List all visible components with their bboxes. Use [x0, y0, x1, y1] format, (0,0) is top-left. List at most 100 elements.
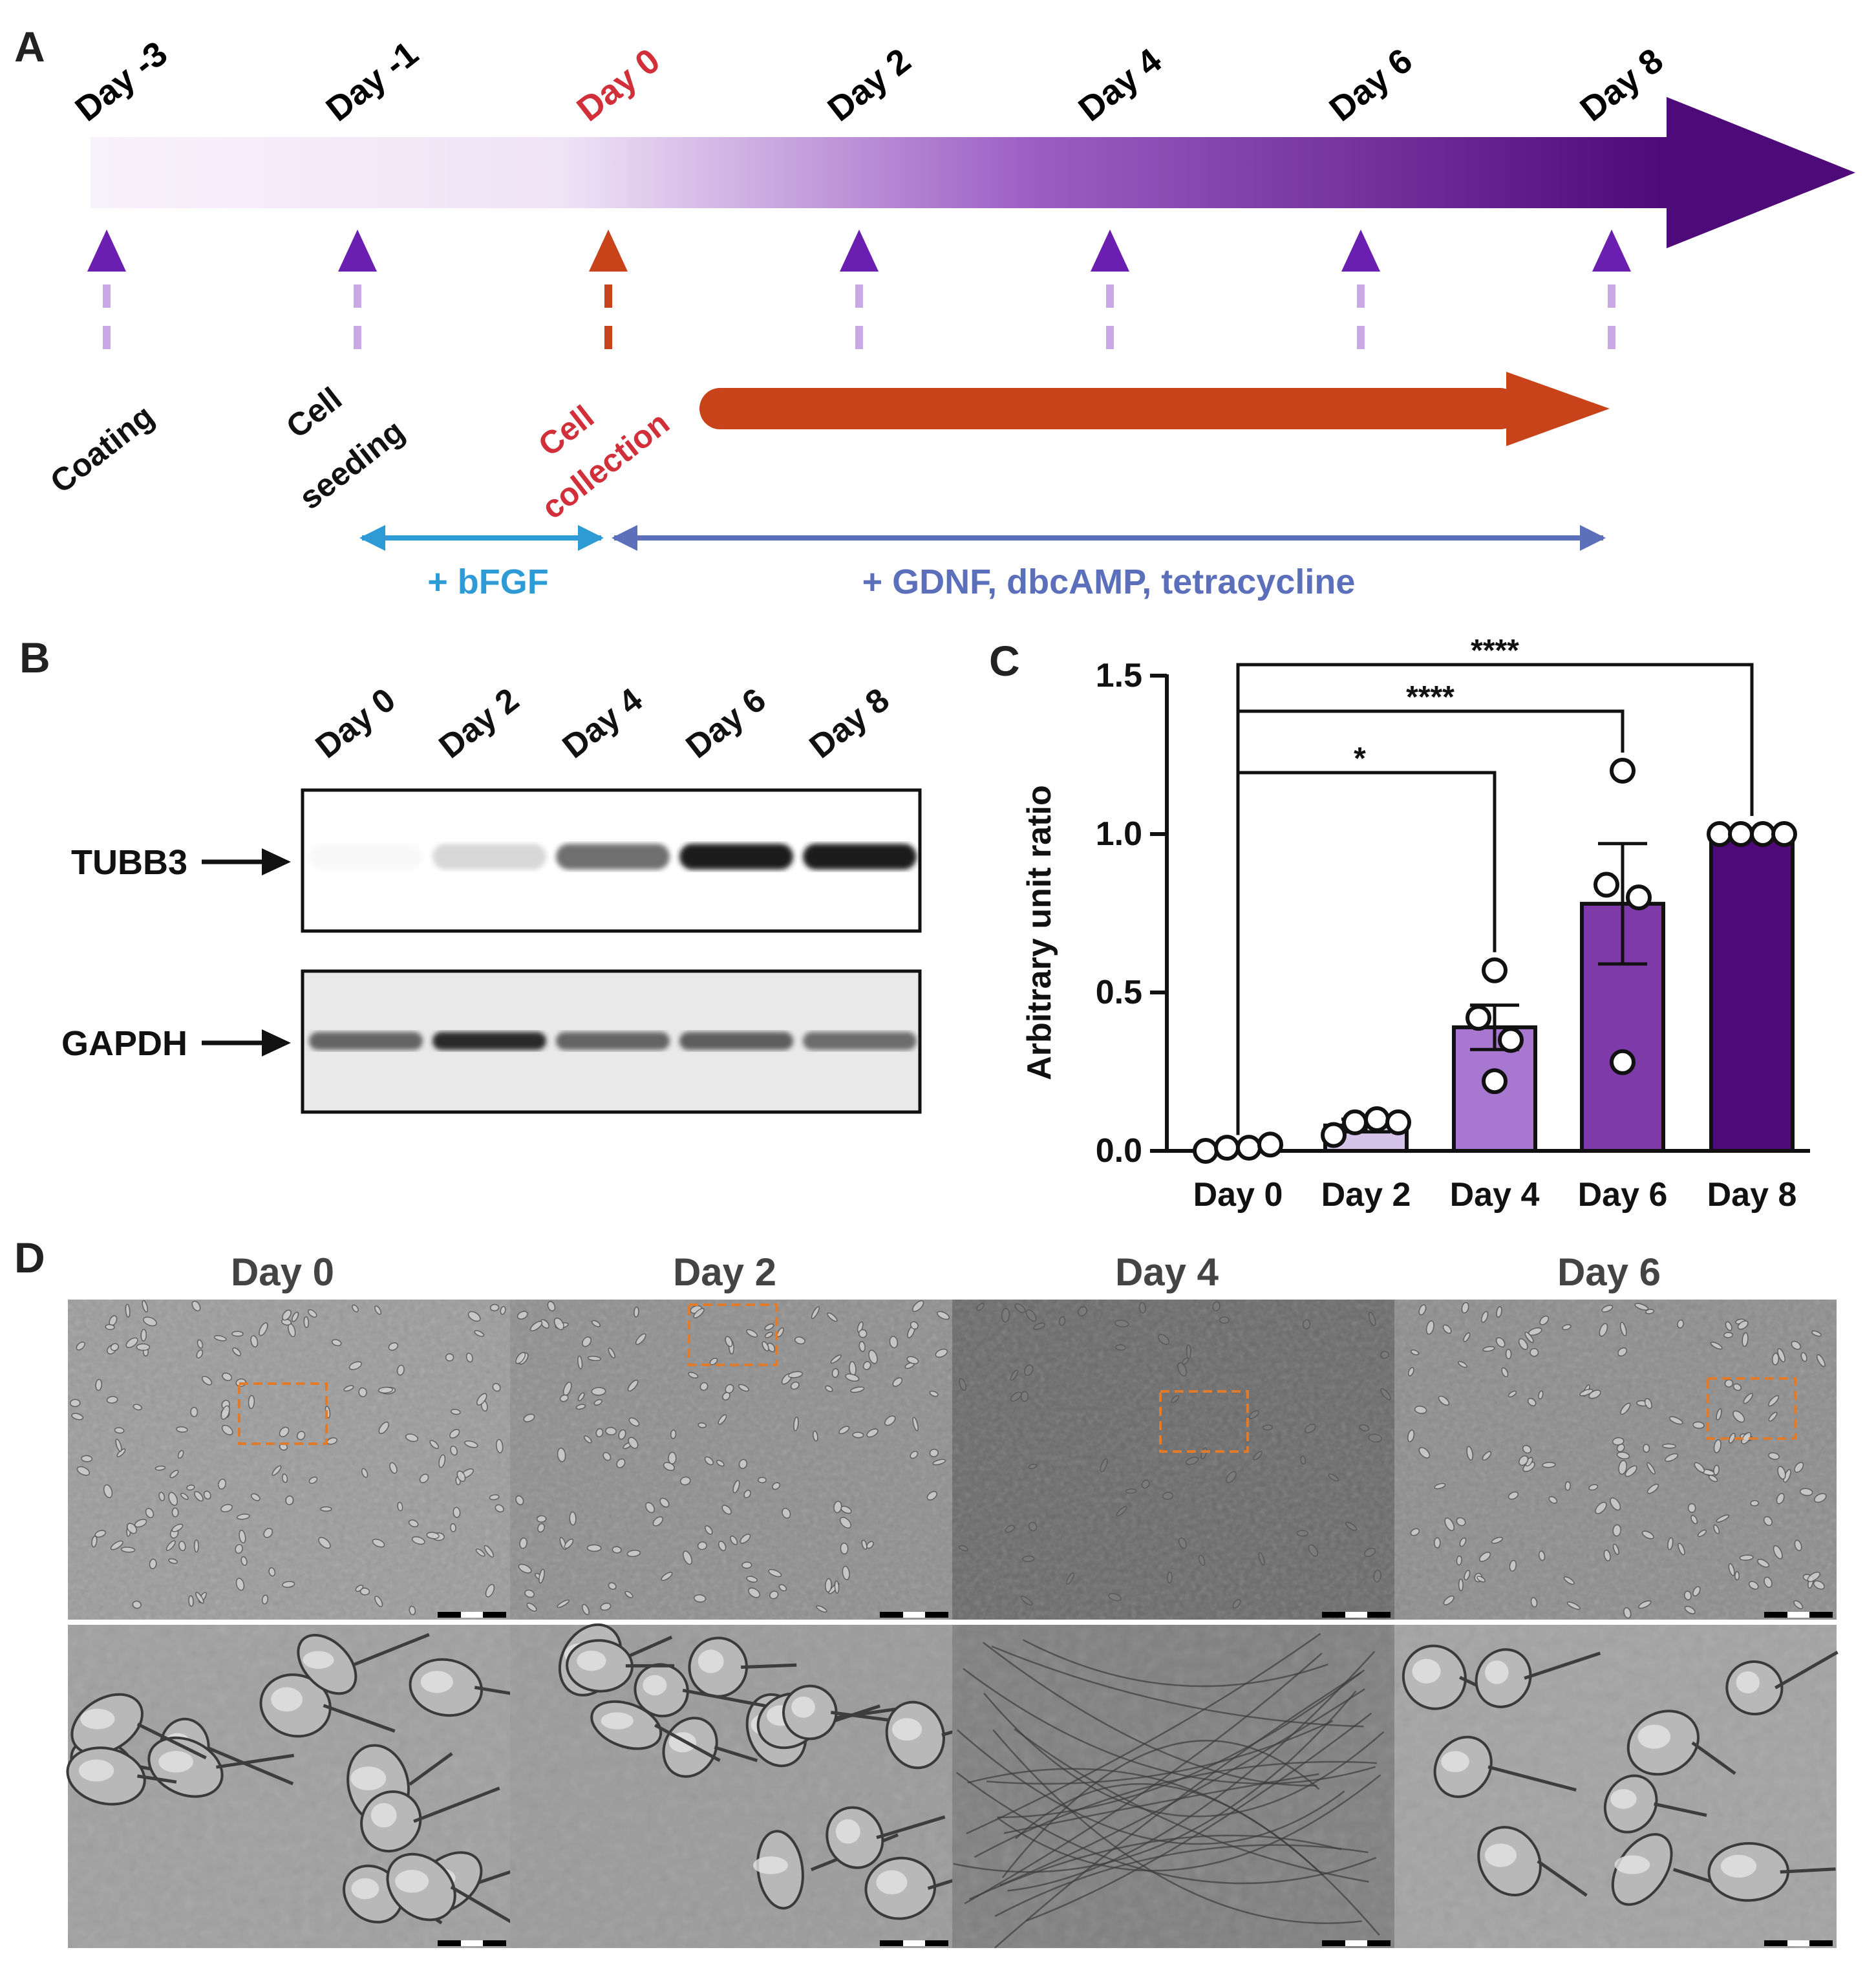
data-point — [1498, 1027, 1524, 1053]
timeline-day-label: Day -1 — [319, 34, 425, 129]
tubb3-arrow — [202, 848, 291, 875]
micrograph-zoom — [952, 1625, 1394, 1949]
treatment-differentiation: + GDNF, dbcAMP, tetracycline — [862, 563, 1356, 601]
micrograph-zoom — [66, 1625, 560, 1948]
x-tick-label: Day 2 — [1321, 1176, 1411, 1214]
micrograph-overview — [68, 1300, 510, 1620]
gapdh-band — [556, 1032, 670, 1050]
timeline-day-labels: Day -3 Day -1 Day 0 Day 2 Day 4 Day 6 Day 8 — [68, 34, 1670, 129]
data-point — [1594, 872, 1619, 898]
wb-lane-label: Day 4 — [556, 681, 650, 766]
x-tick-label: Day 6 — [1578, 1176, 1668, 1214]
event-labels: Coating Cell seeding Cell collection — [43, 380, 676, 526]
micrograph-overview — [952, 1300, 1394, 1620]
tubb3-band — [309, 844, 423, 870]
data-point — [1214, 1135, 1240, 1161]
significance-label: * — [1354, 742, 1366, 776]
tubb3-band — [556, 844, 670, 870]
timeline-marker — [589, 230, 628, 365]
protein-label-gapdh: GAPDH — [61, 1024, 187, 1063]
panel-label-a: A — [14, 23, 45, 70]
timeline-marker — [1592, 230, 1631, 365]
wb-lane-label: Day 6 — [679, 681, 773, 766]
inset-region-box — [1159, 1390, 1249, 1453]
wb-lane-label: Day 0 — [309, 681, 403, 766]
wb-lane-label: Day 2 — [432, 681, 526, 766]
data-point — [1707, 821, 1732, 847]
micrograph-column-label: Day 6 — [1557, 1250, 1661, 1294]
micrograph-column-label: Day 4 — [1115, 1250, 1219, 1294]
bar — [1709, 832, 1795, 1153]
gapdh-band — [803, 1032, 917, 1050]
timeline-marker — [338, 230, 377, 365]
data-point — [1193, 1138, 1219, 1164]
timeline-day-label: Day -3 — [68, 34, 175, 129]
y-tick-label: 1.5 — [1096, 657, 1142, 694]
y-tick-label: 0.5 — [1096, 974, 1142, 1011]
significance-bracket: * — [1236, 742, 1497, 952]
panel-label-d: D — [14, 1234, 45, 1281]
protein-label-tubb3: TUBB3 — [71, 843, 187, 882]
treatment-bar — [699, 372, 1610, 446]
tubb3-band — [679, 844, 793, 870]
tubb3-band — [432, 844, 546, 870]
micrograph-overview — [510, 1300, 952, 1620]
inset-region-box — [1707, 1377, 1796, 1440]
data-point — [1610, 758, 1636, 784]
micrograph-zoom — [1394, 1625, 1839, 1948]
timeline-marker — [1341, 230, 1380, 365]
y-axis-label: Arbitrary unit ratio — [1021, 785, 1058, 1080]
tubb3-band — [803, 844, 917, 870]
timeline-marker — [840, 230, 879, 365]
timeline-day-label: Day 0 — [570, 41, 666, 129]
micrograph-grid: Day 0 Day 2 Day 4 Day 6 — [66, 1250, 1839, 1949]
timeline-marker — [87, 230, 126, 365]
significance-label: **** — [1406, 680, 1455, 714]
data-point — [1750, 821, 1776, 847]
micrograph-zoom — [510, 1623, 1004, 1948]
data-point — [1364, 1106, 1390, 1132]
event-coating: Coating — [43, 398, 160, 500]
y-tick-label: 0.0 — [1096, 1132, 1142, 1170]
data-point — [1342, 1109, 1368, 1135]
micrograph-column-label: Day 2 — [673, 1250, 776, 1294]
gapdh-band — [309, 1032, 423, 1050]
data-point — [1728, 821, 1754, 847]
timeline-marker — [1091, 230, 1129, 365]
inset-region-box — [238, 1382, 328, 1445]
significance-bracket: **** — [1236, 680, 1625, 753]
timeline-arrow — [91, 97, 1855, 248]
x-tick-label: Day 4 — [1450, 1176, 1540, 1214]
timeline-day-label: Day 8 — [1573, 41, 1670, 129]
timeline-day-label: Day 4 — [1071, 41, 1168, 129]
data-point — [1257, 1131, 1283, 1158]
panel-label-b: B — [19, 634, 50, 681]
treatment-bfgf: + bFGF — [427, 563, 549, 601]
data-point — [1466, 1005, 1491, 1031]
x-tick-label: Day 0 — [1193, 1176, 1283, 1214]
timeline-day-label: Day 6 — [1322, 41, 1419, 129]
data-point — [1610, 1049, 1636, 1075]
western-blot-lane-labels: Day 0 Day 2 Day 4 Day 6 Day 8 — [309, 681, 897, 766]
western-blot-tubb3 — [301, 788, 922, 933]
timeline-day-label: Day 2 — [820, 41, 917, 129]
micrograph-column-label: Day 0 — [231, 1250, 334, 1294]
significance-label: **** — [1471, 634, 1519, 668]
event-cell-seeding-line1: Cell — [279, 380, 348, 445]
data-point — [1482, 1068, 1508, 1095]
y-tick-label: 1.0 — [1096, 815, 1142, 853]
data-point — [1771, 821, 1797, 847]
micrograph-overview — [1394, 1300, 1837, 1620]
data-point — [1321, 1122, 1347, 1148]
gapdh-band — [679, 1032, 793, 1050]
gapdh-band — [432, 1032, 546, 1050]
wb-lane-label: Day 8 — [803, 681, 897, 766]
timeline-markers — [87, 230, 1631, 365]
x-tick-label: Day 8 — [1707, 1176, 1797, 1214]
gapdh-arrow — [202, 1029, 291, 1056]
western-blot-gapdh — [301, 969, 922, 1114]
panel-label-c: C — [989, 637, 1020, 685]
treatment-arrows: + bFGF + GDNF, dbcAMP, tetracycline — [359, 525, 1606, 601]
data-point — [1482, 957, 1508, 983]
